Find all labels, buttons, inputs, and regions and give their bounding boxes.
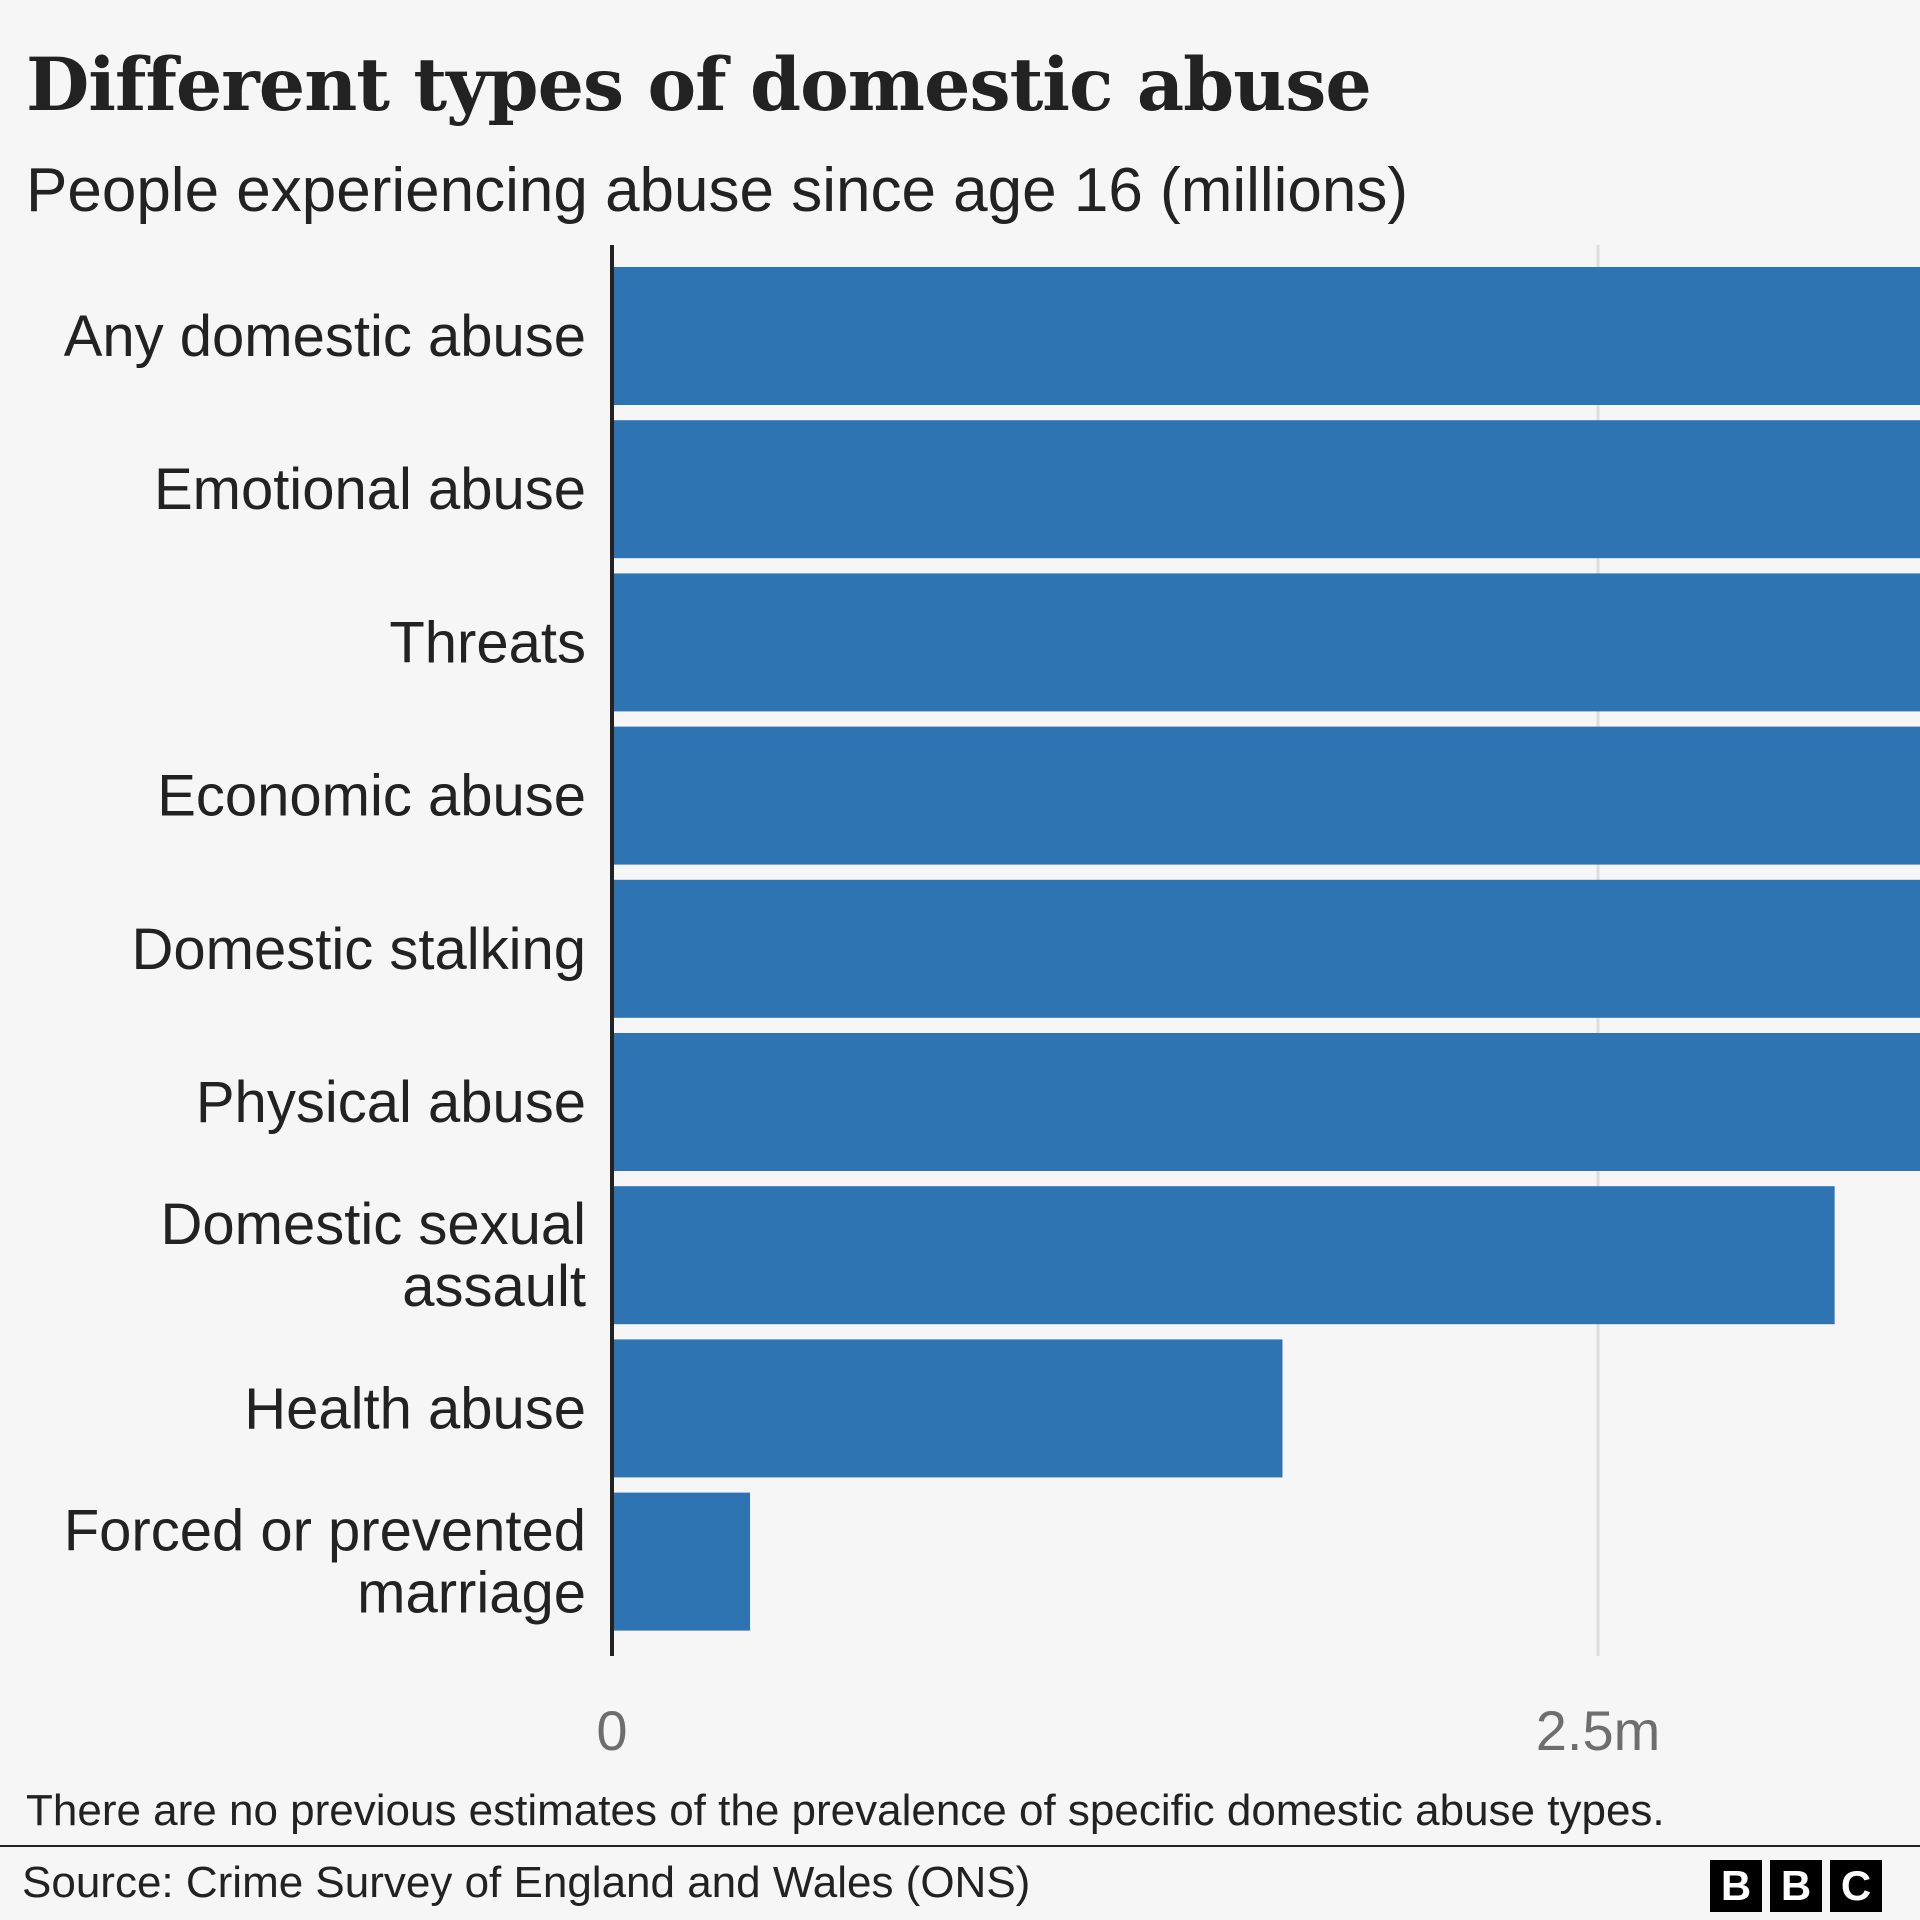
bar [612,1339,1283,1478]
bar [612,420,1920,559]
bars [610,245,1920,1656]
bar [612,726,1920,865]
logo-letter: B [1770,1860,1822,1912]
footnote: There are no previous estimates of the p… [26,1786,1665,1835]
footer-divider [0,1845,1920,1847]
category-label: Economic abuse [157,764,586,829]
bar-chart: Any domestic abuse Emotional abuse Threats… [64,245,1920,1762]
category-label: Domestic stalking [132,917,586,982]
category-label: Health abuse [244,1376,586,1441]
bbc-logo: B B C [1710,1860,1882,1912]
bar [612,573,1920,712]
category-label: Physical abuse [196,1070,586,1135]
logo-letter: C [1830,1860,1882,1912]
category-label: Forced or prevented [64,1499,586,1564]
x-tick-label: 0 [596,1699,627,1762]
category-label: marriage [357,1561,586,1626]
category-label: Any domestic abuse [64,304,586,369]
category-label: Domestic sexual [161,1192,586,1257]
bar [612,1186,1835,1325]
category-labels: Any domestic abuse Emotional abuse Threats… [64,304,586,1626]
bar [612,1492,751,1631]
chart-title: Different types of domestic abuse [26,42,1372,128]
x-tick-label: 2.5m [1536,1699,1661,1762]
category-label: Emotional abuse [154,457,586,522]
bar [612,879,1920,1018]
x-axis-ticks: 02.5m7.5m12.5m [596,1699,1661,1762]
bar [612,1033,1920,1171]
source-note: Source: Crime Survey of England and Wale… [22,1858,1031,1907]
chart-subtitle: People experiencing abuse since age 16 (… [26,156,1409,225]
category-label: assault [402,1254,586,1319]
bar [612,267,1920,405]
logo-letter: B [1710,1860,1762,1912]
category-label: Threats [389,610,586,675]
